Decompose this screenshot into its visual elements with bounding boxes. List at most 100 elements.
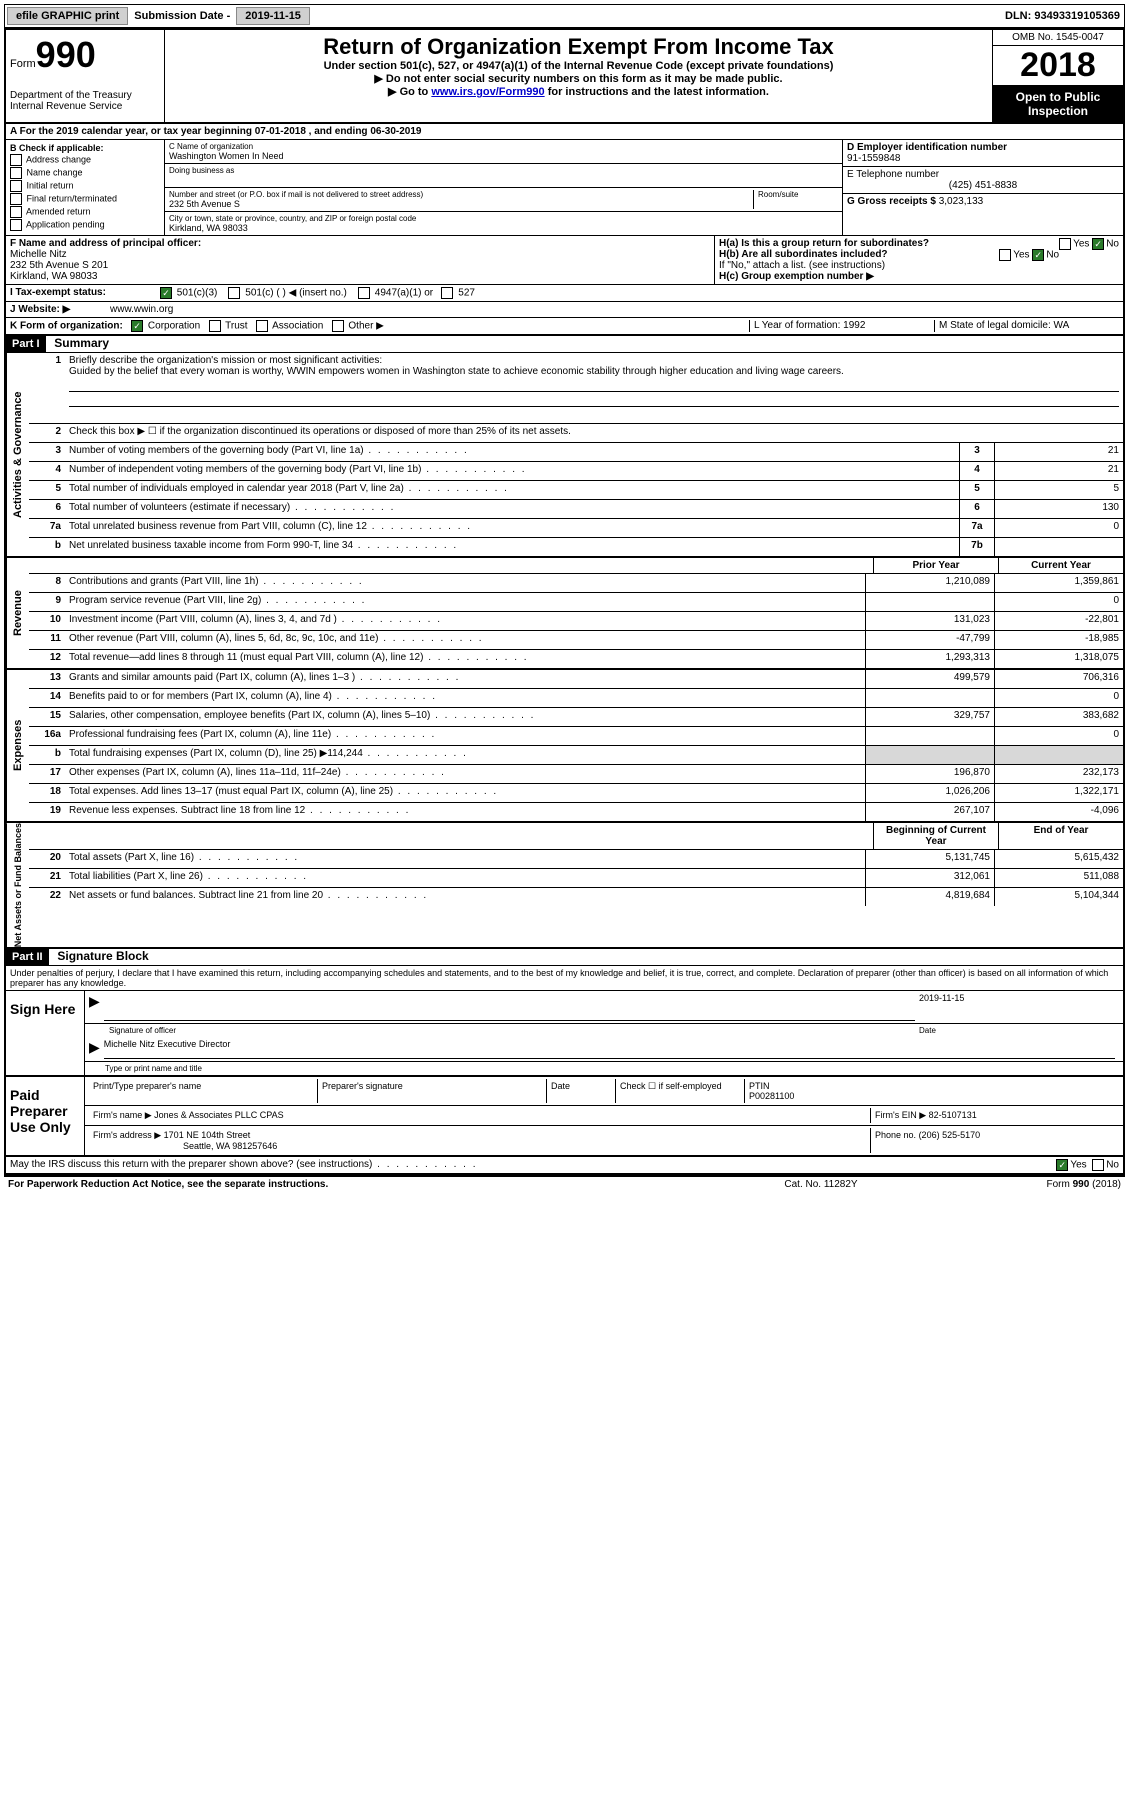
check-527[interactable] (441, 287, 453, 299)
part2-header-row: Part II Signature Block (6, 949, 1123, 966)
paid-preparer-block: Paid Preparer Use Only Print/Type prepar… (6, 1077, 1123, 1157)
form-label: Form (10, 58, 36, 70)
print-name-label: Type or print name and title (85, 1062, 1123, 1075)
line-b: b Net unrelated business taxable income … (29, 538, 1123, 556)
ptin: P00281100 (749, 1091, 794, 1101)
line-18: 18 Total expenses. Add lines 13–17 (must… (29, 784, 1123, 803)
header-left: Form990 Department of the Treasury Inter… (6, 30, 165, 122)
gross-label: G Gross receipts $ (847, 196, 936, 207)
submission-date: 2019-11-15 (236, 7, 310, 25)
sig-officer-label: Signature of officer (89, 1026, 919, 1035)
col-b: B Check if applicable: Address change Na… (6, 140, 165, 235)
governance-section: Activities & Governance 1 Briefly descri… (6, 353, 1123, 558)
netassets-section: Net Assets or Fund Balances Beginning of… (6, 823, 1123, 949)
check-501c[interactable] (228, 287, 240, 299)
submission-label: Submission Date - (134, 10, 230, 22)
end-year-header: End of Year (998, 823, 1123, 849)
current-year-header: Current Year (998, 558, 1123, 573)
firm-ein: 82-5107131 (929, 1110, 977, 1120)
footer: For Paperwork Reduction Act Notice, see … (4, 1177, 1125, 1192)
officer-print-name: Michelle Nitz Executive Director (104, 1039, 1115, 1059)
check-corp[interactable] (131, 320, 143, 332)
line-21: 21 Total liabilities (Part X, line 26) 3… (29, 869, 1123, 888)
ein-label: D Employer identification number (847, 142, 1119, 153)
check-address[interactable]: Address change (10, 154, 160, 166)
gross-val: 3,023,133 (939, 196, 984, 207)
public-inspection: Open to Public Inspection (993, 86, 1123, 122)
efile-print-button[interactable]: efile GRAPHIC print (7, 7, 128, 25)
discuss-yes[interactable] (1056, 1159, 1068, 1171)
sign-here-block: Sign Here ▶ 2019-11-15 Signature of offi… (6, 991, 1123, 1077)
check-other[interactable] (332, 320, 344, 332)
col-de: D Employer identification number 91-1559… (843, 140, 1123, 235)
hc: H(c) Group exemption number ▶ (719, 271, 1119, 282)
officer-label: F Name and address of principal officer: (10, 238, 201, 249)
line-15: 15 Salaries, other compensation, employe… (29, 708, 1123, 727)
penalty-text: Under penalties of perjury, I declare th… (6, 966, 1123, 991)
header-right: OMB No. 1545-0047 2018 Open to Public In… (992, 30, 1123, 122)
revenue-label: Revenue (6, 558, 29, 668)
omb-number: OMB No. 1545-0047 (993, 30, 1123, 46)
form-header: Form990 Department of the Treasury Inter… (6, 30, 1123, 124)
self-employed-check[interactable]: Check ☐ if self-employed (616, 1079, 745, 1103)
org-name-label: C Name of organization (169, 142, 838, 151)
part2-header: Part II (6, 949, 49, 965)
sig-date: 2019-11-15 (919, 993, 964, 1003)
mission-text: Guided by the belief that every woman is… (69, 366, 844, 377)
line-9: 9 Program service revenue (Part VIII, li… (29, 593, 1123, 612)
row-i: I Tax-exempt status: 501(c)(3) 501(c) ( … (6, 285, 1123, 302)
irs-link[interactable]: www.irs.gov/Form990 (431, 86, 544, 98)
city-label: City or town, state or province, country… (169, 214, 838, 223)
revenue-section: Revenue Prior Year Current Year 8 Contri… (6, 558, 1123, 670)
form-number: 990 (36, 34, 96, 75)
main-info: B Check if applicable: Address change Na… (6, 140, 1123, 236)
line-17: 17 Other expenses (Part IX, column (A), … (29, 765, 1123, 784)
col-c: C Name of organization Washington Women … (165, 140, 843, 235)
check-name[interactable]: Name change (10, 167, 160, 179)
netassets-label: Net Assets or Fund Balances (6, 823, 29, 947)
addr: 232 5th Avenue S (169, 199, 753, 209)
officer-addr2: Kirkland, WA 98033 (10, 271, 97, 282)
check-initial[interactable]: Initial return (10, 180, 160, 192)
tel-label: E Telephone number (847, 169, 1119, 180)
row-j: J Website: ▶ www.wwin.org (6, 302, 1123, 318)
expenses-section: Expenses 13 Grants and similar amounts p… (6, 670, 1123, 823)
col-b-header: B Check if applicable: (10, 143, 160, 153)
discuss-no[interactable] (1092, 1159, 1104, 1171)
department: Department of the Treasury Internal Reve… (10, 90, 160, 112)
arrow-icon: ▶ (89, 993, 100, 1021)
check-trust[interactable] (209, 320, 221, 332)
domicile: M State of legal domicile: WA (934, 320, 1119, 332)
part1-header: Part I (6, 336, 46, 352)
part1-title: Summary (48, 336, 109, 350)
discuss-row: May the IRS discuss this return with the… (6, 1157, 1123, 1175)
check-assoc[interactable] (256, 320, 268, 332)
firm-addr2: Seattle, WA 981257646 (93, 1141, 277, 1151)
subtitle-1: Under section 501(c), 527, or 4947(a)(1)… (169, 60, 988, 72)
top-bar: efile GRAPHIC print Submission Date - 20… (4, 4, 1125, 28)
form-title: Return of Organization Exempt From Incom… (169, 34, 988, 60)
dba-label: Doing business as (169, 166, 838, 175)
officer-addr1: 232 5th Avenue S 201 (10, 260, 108, 271)
row-a: A For the 2019 calendar year, or tax yea… (6, 124, 1123, 140)
sig-date-label: Date (919, 1026, 1119, 1035)
check-final[interactable]: Final return/terminated (10, 193, 160, 205)
line-8: 8 Contributions and grants (Part VIII, l… (29, 574, 1123, 593)
check-amended[interactable]: Amended return (10, 206, 160, 218)
footer-mid: Cat. No. 11282Y (721, 1179, 921, 1190)
line-22: 22 Net assets or fund balances. Subtract… (29, 888, 1123, 906)
part2-title: Signature Block (51, 949, 148, 963)
mission-label: Briefly describe the organization's miss… (69, 355, 382, 366)
preparer-sig-label: Preparer's signature (318, 1079, 547, 1103)
check-4947[interactable] (358, 287, 370, 299)
line-b: b Total fundraising expenses (Part IX, c… (29, 746, 1123, 765)
part1-header-row: Part I Summary (6, 336, 1123, 353)
footer-right: Form 990 (2018) (921, 1179, 1121, 1190)
check-501c3[interactable] (160, 287, 172, 299)
begin-year-header: Beginning of Current Year (873, 823, 998, 849)
line2: Check this box ▶ ☐ if the organization d… (65, 424, 1123, 442)
tel: (425) 451-8838 (847, 180, 1119, 191)
line-11: 11 Other revenue (Part VIII, column (A),… (29, 631, 1123, 650)
check-pending[interactable]: Application pending (10, 219, 160, 231)
addr-label: Number and street (or P.O. box if mail i… (169, 190, 753, 199)
